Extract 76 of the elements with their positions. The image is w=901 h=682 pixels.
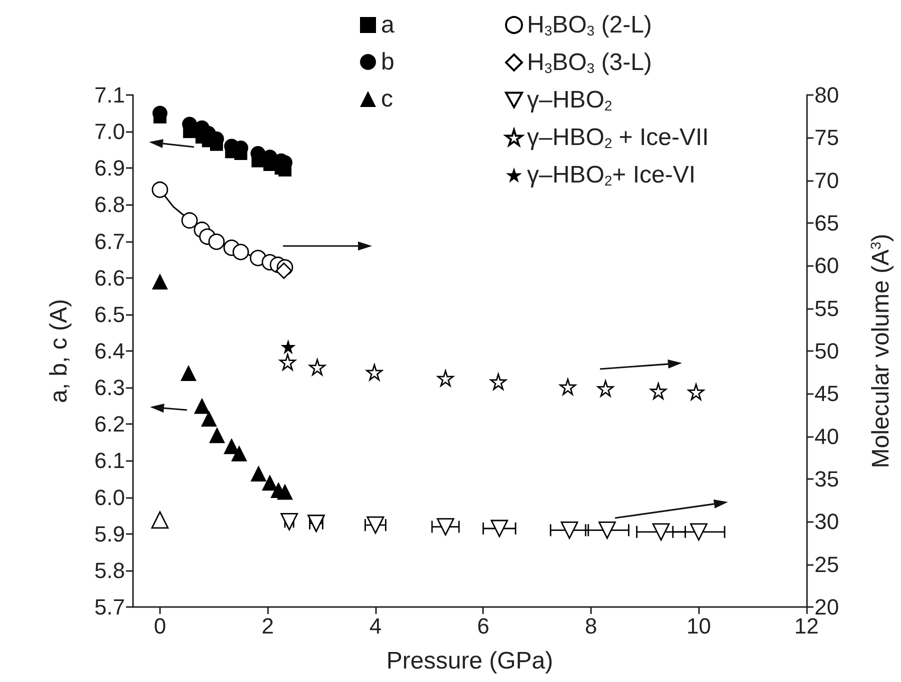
point [560, 378, 576, 396]
y-tick-label: 5.7 [94, 594, 125, 620]
point [688, 384, 704, 400]
legend-label: c [381, 86, 393, 112]
point [152, 182, 168, 198]
x-tick-label: 0 [154, 614, 166, 638]
y2-tick-label: 55 [814, 296, 839, 321]
point [279, 354, 296, 370]
legend-label: H3BO3 (2-L) [527, 12, 652, 38]
point [232, 244, 249, 260]
point [250, 466, 267, 482]
legend-label: γ–HBO2 + Ice-VII [527, 124, 709, 151]
y2-tick-label: 70 [814, 168, 839, 193]
y2-tick-label: 45 [814, 381, 839, 406]
legend-label: γ–HBO2 [527, 86, 612, 114]
point [650, 382, 667, 400]
point [366, 364, 383, 381]
point [280, 339, 296, 354]
legend-label: H3BO3 (3-L) [527, 49, 652, 76]
y2-tick-label: 75 [814, 125, 839, 150]
y2-tick-label: 25 [814, 552, 839, 577]
y-tick-label: 7.1 [94, 82, 125, 108]
point [490, 520, 508, 538]
y2-tick-label: 30 [814, 509, 839, 534]
y-tick-label: 6.8 [94, 192, 125, 218]
point [151, 511, 169, 529]
point [690, 523, 708, 541]
point [436, 518, 454, 536]
point [209, 427, 226, 444]
point [437, 370, 454, 387]
point [208, 234, 225, 250]
legend-label: γ–HBO2+ Ice-VI [527, 162, 696, 188]
x-tick-label: 4 [369, 614, 382, 638]
y2-axis-title: Molecular volume (A3) [868, 234, 894, 468]
point [598, 522, 616, 539]
y2-tick-label: 60 [814, 253, 839, 278]
y2-tick-label: 50 [814, 338, 839, 364]
point [231, 445, 248, 462]
y-tick-label: 6.6 [94, 265, 125, 290]
y-axis-title: a, b, c (A) [46, 298, 72, 404]
y-tick-label: 5.9 [94, 521, 125, 546]
x-tick-label: 8 [584, 614, 598, 638]
point [180, 364, 196, 381]
point [152, 274, 168, 290]
point [276, 262, 292, 279]
y-tick-label: 6.4 [94, 338, 125, 364]
y-tick-label: 6.3 [94, 375, 125, 400]
point [181, 212, 198, 229]
point [560, 522, 578, 539]
legend-label: a [381, 12, 395, 38]
x-axis-title: Pressure (GPa) [386, 648, 554, 674]
point [309, 359, 326, 376]
y-tick-label: 6.9 [94, 156, 125, 181]
y-tick-label: 7.0 [94, 119, 125, 144]
y2-tick-label: 65 [814, 210, 839, 236]
point [280, 512, 298, 530]
y-tick-label: 5.8 [94, 558, 125, 583]
x-tick-label: 10 [686, 614, 711, 638]
legend-label: b [381, 48, 394, 76]
point [200, 410, 217, 427]
y-tick-label: 6.0 [94, 484, 125, 510]
x-tick-label: 2 [262, 614, 274, 638]
y2-tick-label: 35 [814, 466, 839, 492]
point [194, 398, 210, 414]
y2-tick-label: 40 [814, 424, 839, 449]
point [262, 474, 278, 491]
point [490, 374, 507, 390]
point [597, 380, 614, 397]
y-tick-label: 6.2 [94, 412, 125, 437]
y-tick-label: 6.1 [94, 448, 125, 474]
point [652, 523, 670, 541]
y-tick-label: 6.7 [94, 228, 125, 254]
x-tick-label: 6 [477, 614, 490, 638]
y2-tick-label: 80 [814, 82, 839, 108]
point [276, 484, 293, 500]
y-tick-label: 6.5 [94, 302, 125, 327]
